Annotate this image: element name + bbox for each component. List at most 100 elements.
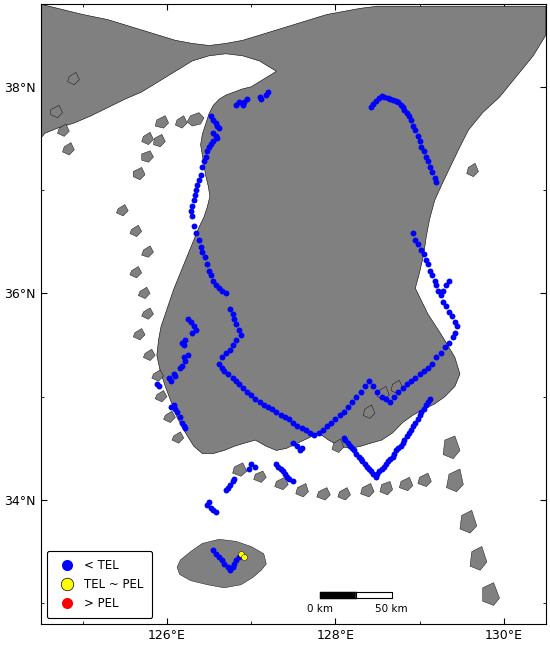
- Polygon shape: [363, 405, 375, 419]
- Polygon shape: [187, 112, 204, 126]
- Point: [422, 400, 431, 410]
- Point: [205, 266, 213, 276]
- Point: [209, 505, 218, 516]
- Polygon shape: [361, 483, 374, 497]
- Point: [226, 345, 234, 355]
- Point: [245, 464, 254, 474]
- Point: [192, 228, 201, 238]
- Point: [232, 555, 240, 565]
- Point: [243, 386, 251, 397]
- Point: [226, 304, 234, 314]
- Point: [356, 386, 365, 397]
- Polygon shape: [58, 124, 69, 136]
- Point: [217, 555, 226, 565]
- Point: [169, 369, 178, 379]
- Legend: < TEL, TEL ~ PEL, > PEL: < TEL, TEL ~ PEL, > PEL: [47, 551, 152, 618]
- Polygon shape: [68, 72, 79, 85]
- Polygon shape: [133, 329, 145, 340]
- Point: [432, 176, 441, 187]
- Point: [383, 455, 392, 466]
- Polygon shape: [142, 308, 153, 319]
- Polygon shape: [380, 481, 393, 495]
- Point: [293, 441, 302, 452]
- Point: [206, 138, 215, 149]
- Point: [406, 115, 415, 125]
- Point: [419, 366, 428, 376]
- Point: [228, 476, 237, 486]
- Polygon shape: [117, 205, 128, 216]
- Point: [263, 402, 272, 412]
- Point: [214, 123, 223, 133]
- Polygon shape: [443, 436, 460, 459]
- Point: [169, 400, 178, 410]
- Point: [392, 445, 400, 455]
- Point: [449, 331, 458, 342]
- Point: [247, 390, 256, 400]
- Point: [230, 314, 239, 324]
- Point: [190, 321, 199, 331]
- Polygon shape: [142, 246, 153, 257]
- Polygon shape: [399, 477, 413, 491]
- Point: [430, 172, 439, 183]
- Point: [285, 474, 294, 484]
- Point: [375, 93, 383, 103]
- Point: [222, 288, 230, 298]
- Point: [366, 102, 375, 112]
- Point: [390, 448, 399, 459]
- Point: [188, 211, 196, 221]
- Point: [203, 146, 212, 156]
- Point: [186, 205, 195, 216]
- Point: [314, 428, 323, 438]
- Point: [203, 500, 212, 510]
- Point: [352, 448, 361, 459]
- Point: [348, 443, 356, 453]
- Point: [295, 445, 304, 455]
- Point: [432, 280, 441, 290]
- Point: [390, 391, 399, 402]
- Point: [206, 110, 215, 121]
- Point: [211, 131, 220, 141]
- Point: [335, 410, 344, 421]
- Point: [358, 455, 367, 466]
- Point: [251, 462, 260, 472]
- Polygon shape: [460, 510, 477, 533]
- Point: [232, 100, 240, 110]
- Point: [217, 352, 226, 362]
- Point: [411, 234, 420, 245]
- Polygon shape: [467, 163, 478, 176]
- Point: [424, 156, 432, 167]
- Point: [222, 348, 230, 359]
- Point: [205, 497, 213, 507]
- Point: [190, 221, 199, 231]
- Point: [263, 87, 272, 97]
- Point: [257, 94, 266, 105]
- Point: [220, 366, 229, 376]
- Polygon shape: [175, 116, 187, 128]
- Point: [228, 309, 237, 319]
- Point: [365, 464, 373, 474]
- Point: [403, 107, 411, 118]
- Point: [415, 369, 424, 379]
- Point: [178, 360, 186, 371]
- Point: [203, 259, 212, 269]
- Point: [430, 276, 439, 286]
- Point: [251, 393, 260, 404]
- Point: [280, 412, 289, 422]
- Point: [348, 397, 356, 407]
- Point: [178, 338, 186, 348]
- Point: [403, 379, 411, 390]
- Point: [422, 152, 431, 162]
- Polygon shape: [296, 483, 309, 497]
- Polygon shape: [138, 287, 150, 298]
- Point: [409, 228, 417, 238]
- Point: [382, 393, 390, 404]
- Polygon shape: [447, 469, 463, 492]
- Point: [236, 329, 245, 340]
- Point: [173, 407, 182, 417]
- Point: [409, 421, 417, 431]
- Point: [171, 404, 180, 414]
- Point: [442, 280, 451, 290]
- Point: [154, 381, 163, 391]
- Point: [380, 462, 389, 472]
- Point: [164, 373, 173, 383]
